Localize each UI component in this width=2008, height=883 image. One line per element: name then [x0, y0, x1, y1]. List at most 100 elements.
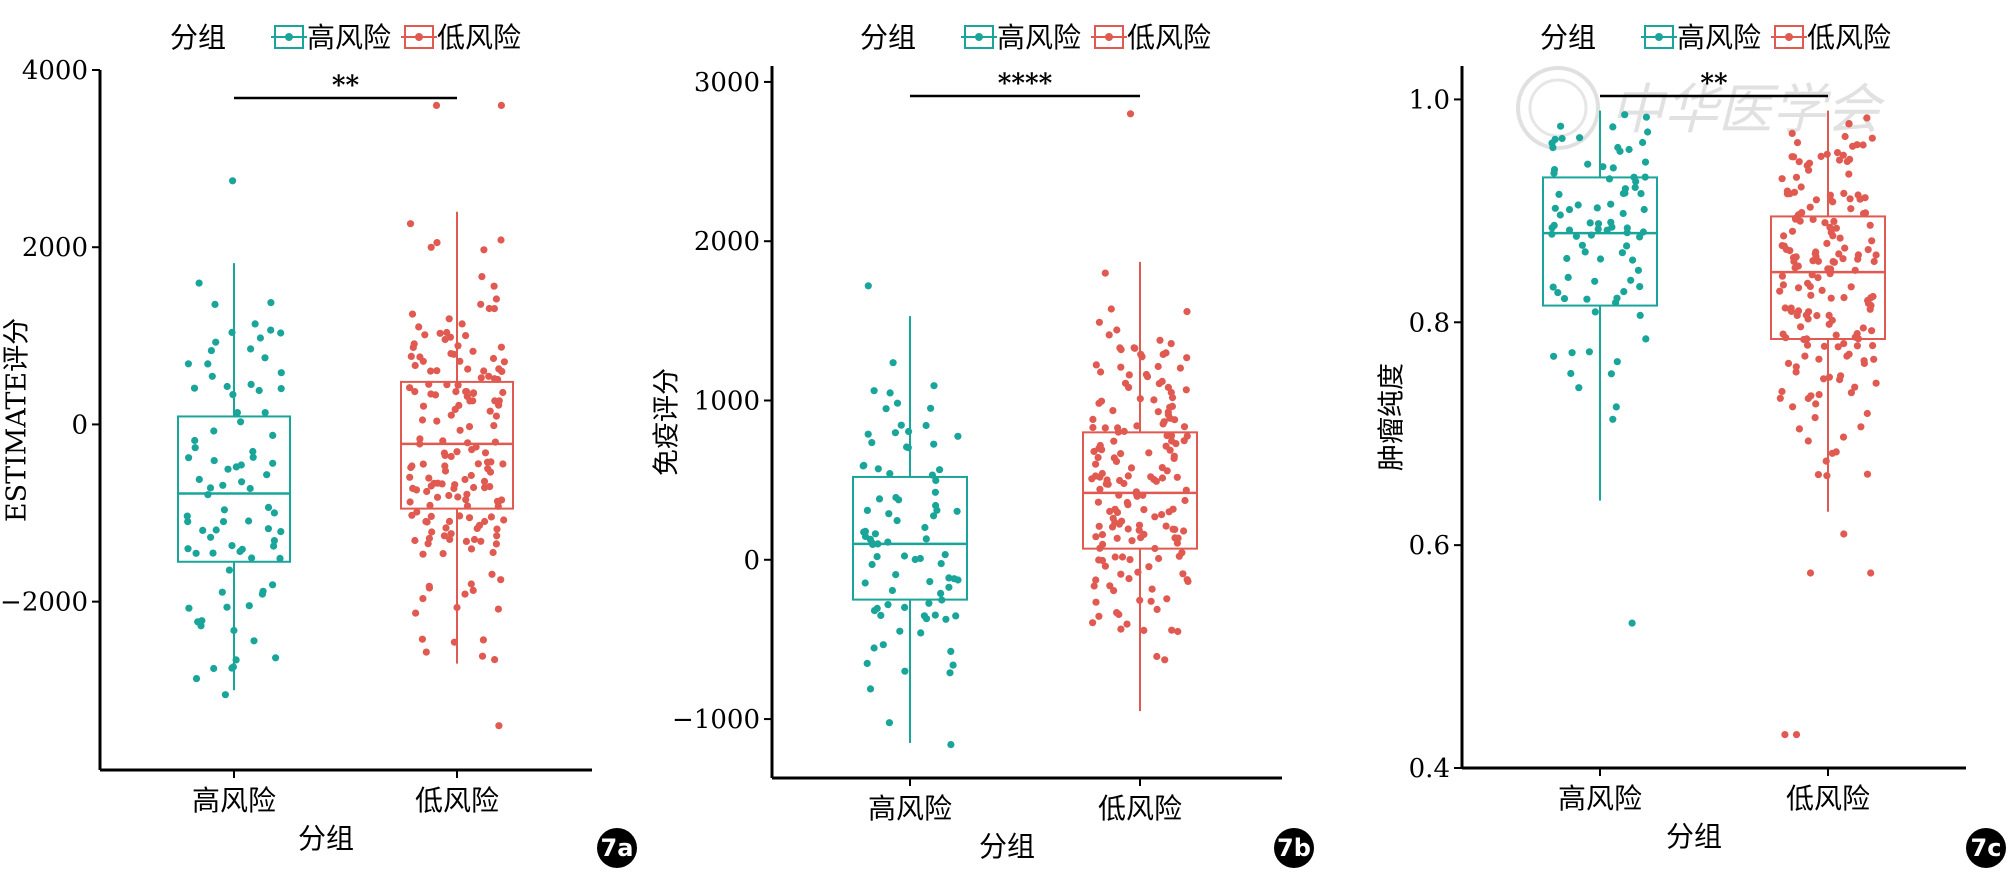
data-point: [1101, 424, 1109, 432]
data-point: [947, 647, 955, 656]
data-point: [1550, 221, 1558, 229]
data-point: [1839, 433, 1848, 441]
data-point: [212, 338, 220, 346]
data-point: [245, 602, 253, 610]
data-point: [1118, 553, 1127, 561]
data-point: [895, 496, 903, 504]
data-point: [941, 551, 949, 559]
data-point: [937, 560, 945, 568]
data-point: [1110, 587, 1118, 595]
data-point: [1836, 376, 1844, 384]
data-point: [1176, 364, 1184, 372]
data-point: [1836, 234, 1844, 242]
data-point: [421, 331, 429, 339]
y-tick-label: −1000: [672, 705, 760, 735]
data-point: [1620, 288, 1628, 296]
data-point: [1106, 582, 1114, 590]
data-point: [1863, 470, 1872, 478]
data-point: [490, 282, 498, 290]
data-point: [1159, 420, 1167, 428]
data-point: [487, 513, 495, 521]
data-point: [1551, 204, 1559, 212]
data-point: [433, 493, 442, 501]
data-point: [267, 326, 275, 334]
panel-badge-label: 7c: [1971, 834, 2002, 862]
data-point: [1117, 625, 1125, 633]
data-point: [901, 603, 909, 612]
data-point: [499, 460, 507, 468]
data-point: [1613, 358, 1621, 366]
legend: 分组 高风险 低风险: [170, 21, 521, 54]
outlier-point: [229, 177, 237, 185]
data-point: [276, 554, 284, 563]
data-point: [1780, 232, 1788, 240]
data-point: [1092, 533, 1100, 541]
y-tick-label: 2000: [694, 227, 760, 257]
data-point: [952, 612, 960, 620]
y-tick-label: 0: [71, 410, 88, 440]
data-point: [412, 609, 420, 617]
y-tick-label: 3000: [694, 68, 760, 98]
data-point: [1808, 271, 1816, 279]
data-point: [1792, 368, 1800, 376]
data-point: [228, 664, 236, 672]
data-point: [1098, 469, 1106, 478]
points-low-risk: [406, 101, 508, 730]
data-point: [1594, 225, 1602, 233]
y-tick-label: 0.6: [1409, 531, 1450, 561]
data-point: [1110, 437, 1118, 445]
data-point: [256, 334, 264, 342]
data-point: [1593, 204, 1601, 212]
outlier-point: [1840, 530, 1848, 538]
data-point: [1090, 582, 1098, 590]
data-point: [1554, 289, 1562, 297]
data-point: [1133, 422, 1141, 430]
legend-label: 高风险: [307, 21, 391, 54]
data-point: [199, 526, 207, 535]
data-point: [219, 518, 228, 526]
data-point: [1558, 134, 1566, 143]
x-tick-label: 低风险: [1786, 782, 1870, 815]
data-point: [1835, 250, 1843, 258]
data-point: [1870, 257, 1878, 266]
data-point: [264, 525, 272, 533]
data-point: [441, 462, 449, 470]
data-point: [1550, 166, 1559, 174]
data-point: [1131, 344, 1139, 352]
data-point: [481, 449, 490, 457]
data-point: [1869, 342, 1877, 350]
box-iqr: [1542, 176, 1658, 307]
data-point: [499, 388, 507, 397]
data-point: [261, 409, 269, 417]
data-point: [1565, 206, 1574, 214]
data-point: [1790, 153, 1798, 161]
data-point: [270, 509, 278, 517]
data-point: [494, 605, 502, 613]
data-point: [407, 352, 415, 360]
data-point: [1182, 486, 1190, 494]
data-point: [1094, 453, 1102, 462]
data-point: [416, 435, 424, 443]
legend-item-high-risk: 高风险: [1641, 21, 1761, 54]
data-point: [1576, 134, 1584, 142]
data-point: [953, 507, 961, 515]
data-point: [1851, 383, 1859, 391]
data-point: [875, 495, 884, 503]
data-point: [447, 350, 455, 358]
data-point: [237, 418, 245, 426]
data-point: [1586, 219, 1594, 227]
y-axis-title: 肿瘤纯度: [1377, 363, 1408, 471]
y-tick-label: 2000: [22, 233, 88, 263]
data-point: [1145, 449, 1153, 457]
data-point: [1872, 251, 1880, 259]
data-point: [427, 367, 435, 375]
data-point: [1859, 324, 1867, 332]
data-point: [1172, 440, 1180, 448]
data-point: [272, 654, 280, 662]
data-point: [415, 323, 423, 331]
data-point: [489, 354, 498, 363]
data-point: [1825, 320, 1833, 328]
data-point: [207, 347, 215, 355]
